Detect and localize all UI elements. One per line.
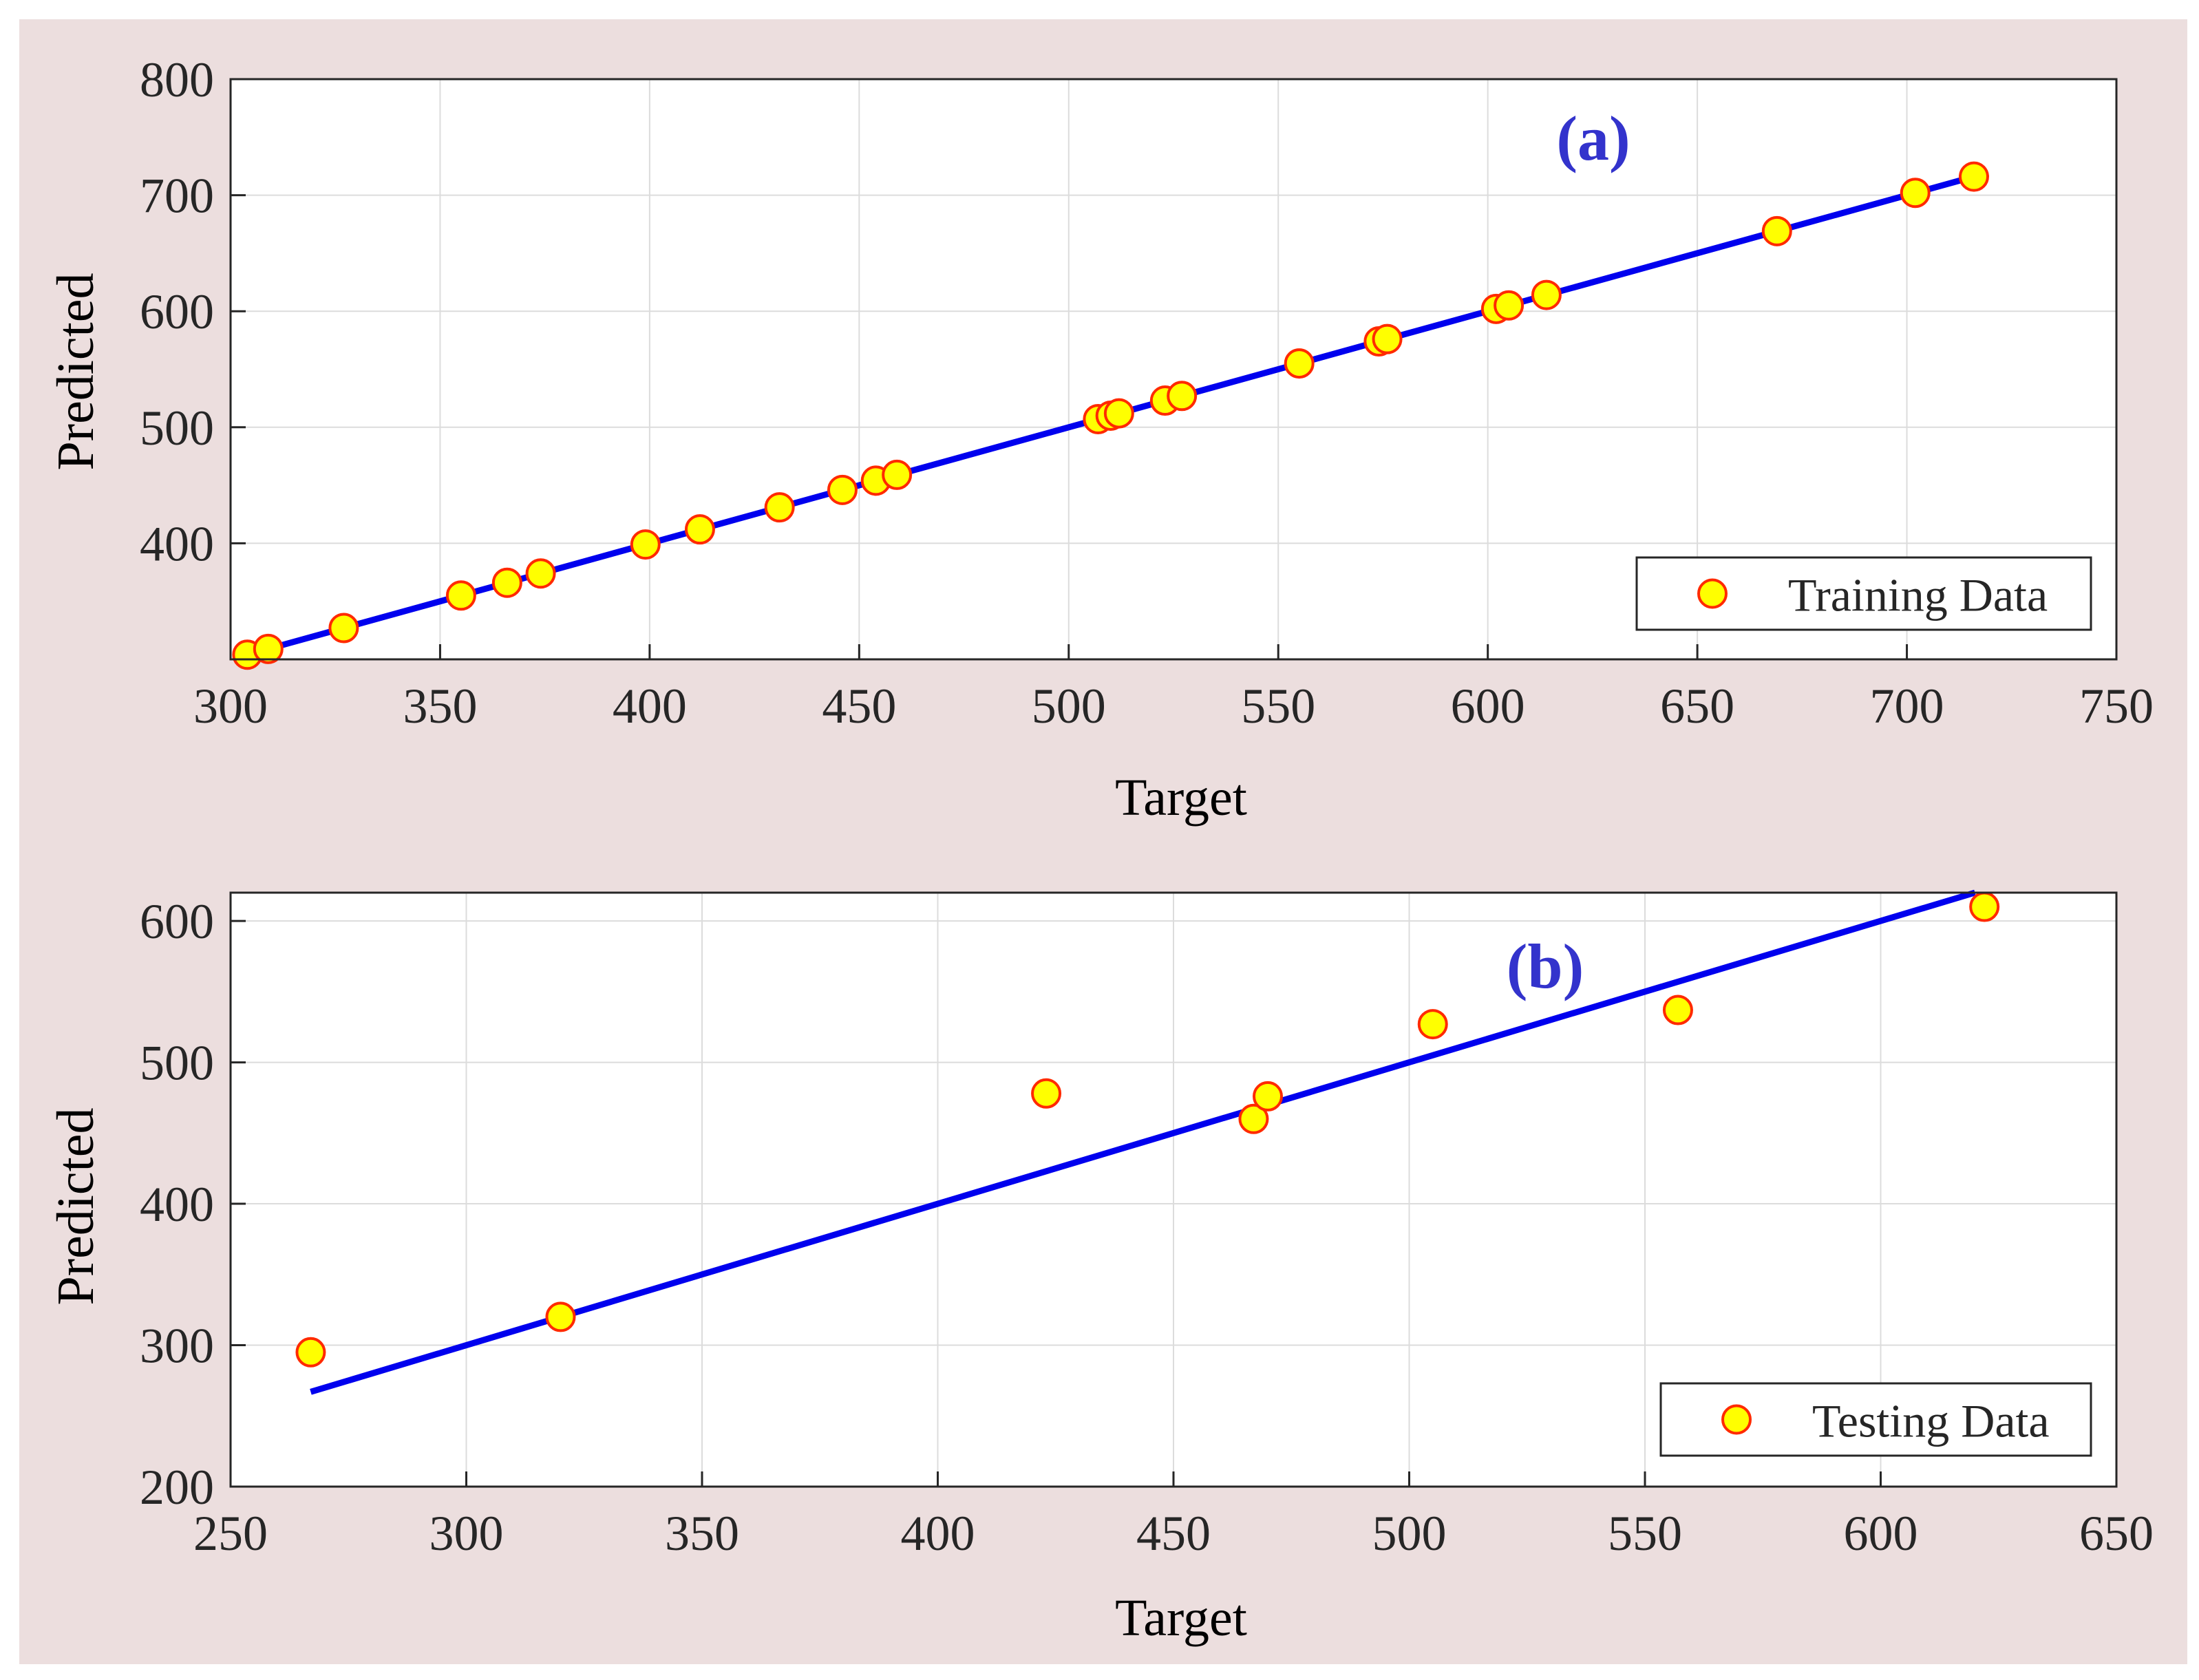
panel-b-data-point (545, 1301, 576, 1332)
panel-a-data-point (1958, 161, 1989, 192)
panel-b-ytick-label: 500 (140, 1036, 214, 1091)
panel-a-xtick-label: 600 (1451, 679, 1525, 734)
panel-a-data-point (764, 492, 795, 523)
panel-a-xtick-label: 750 (2079, 679, 2154, 734)
panel-a-ytick-label: 700 (140, 169, 214, 224)
panel-b-ytick-label: 300 (140, 1319, 214, 1374)
panel-a-xtick-label: 500 (1032, 679, 1106, 734)
panel-b-testing: Predicted Target 250 300 350 400 450 500 550 60… (47, 889, 2154, 1647)
legend-label: Training Data (1788, 569, 2048, 621)
panel-b-data-point (1238, 1103, 1269, 1134)
panel-a-ytick-label: 400 (140, 516, 214, 571)
panel-a-axes-frame (229, 78, 2118, 661)
panel-b-data-point (295, 1337, 326, 1368)
panel-a-xtick-label: 300 (193, 679, 268, 734)
panel-b-xtick-label: 350 (665, 1506, 739, 1561)
panel-a-xtick-label: 650 (1660, 679, 1734, 734)
panel-a-data-point (253, 633, 284, 664)
panel-b-legend: Testing Data (1659, 1382, 2092, 1457)
panel-a-data-point (1494, 290, 1525, 321)
panel-a-data-point (491, 567, 522, 598)
panel-a-data-point (1103, 398, 1134, 429)
panel-a-xtick-label: 400 (613, 679, 687, 734)
panel-b-ylabel: Predicted (47, 1107, 105, 1305)
panel-a-ytick-label: 500 (140, 401, 214, 456)
panel-a-training: Predicted Target 300 350 400 450 500 550 600 65… (47, 52, 2154, 827)
panel-a-xlabel: Target (1115, 769, 1247, 827)
panel-a-data-point (1167, 381, 1198, 412)
panel-a-data-point (630, 529, 661, 560)
panel-b-xtick-label: 550 (1608, 1506, 1682, 1561)
panel-b-data-point (1969, 891, 2000, 922)
legend-label: Testing Data (1812, 1395, 2050, 1447)
panel-b-xtick-label: 500 (1372, 1506, 1447, 1561)
panel-a-xtick-label: 700 (1870, 679, 1944, 734)
panel-a-data-point (525, 558, 556, 589)
panel-b-ytick-label: 600 (140, 894, 214, 949)
panel-a-data-point (1284, 348, 1315, 379)
panel-a-data-point (1531, 279, 1562, 310)
panel-a-legend: Training Data (1635, 556, 2092, 631)
panel-a-data-point (1761, 215, 1792, 246)
panel-b-ytick-label: 200 (140, 1460, 214, 1515)
panel-b-label: (b) (1507, 931, 1584, 1001)
panel-a-ytick-label: 800 (140, 52, 214, 107)
panel-a-xtick-label: 350 (403, 679, 477, 734)
panel-b-xtick-label: 250 (193, 1506, 268, 1561)
panel-b-xtick-label: 600 (1844, 1506, 1918, 1561)
panel-b-axes-frame (229, 891, 2118, 1488)
panel-a-xtick-label: 450 (822, 679, 896, 734)
panel-a-xtick-label: 550 (1241, 679, 1315, 734)
panel-b-fit-line (310, 889, 1976, 1395)
panel-b-xtick-label: 300 (429, 1506, 504, 1561)
panel-a-data-point (328, 613, 359, 644)
panel-a-data-point (445, 580, 476, 611)
panel-b-data-point (1253, 1081, 1283, 1112)
panel-a-data-point (684, 514, 715, 545)
panel-b-xtick-label: 400 (901, 1506, 975, 1561)
panel-b-xlabel: Target (1115, 1589, 1247, 1647)
legend-marker (1721, 1404, 1752, 1435)
panel-a-ylabel: Predicted (47, 273, 105, 470)
panel-a-data-point (882, 459, 913, 490)
legend-marker (1697, 578, 1728, 609)
panel-a-data-point (1372, 323, 1403, 354)
panel-a-ytick-label: 600 (140, 284, 214, 339)
panel-b-data-point (1417, 1009, 1448, 1040)
panel-b-data-point (1031, 1078, 1062, 1109)
panel-a-data-point (1900, 178, 1931, 209)
panel-a-label: (a) (1556, 103, 1630, 173)
panel-b-xtick-label: 650 (2079, 1506, 2154, 1561)
panel-b-data-point (1662, 995, 1693, 1025)
panel-b-ytick-label: 400 (140, 1177, 214, 1232)
panel-a-data-point (827, 474, 858, 505)
panel-b-xtick-label: 450 (1136, 1506, 1211, 1561)
